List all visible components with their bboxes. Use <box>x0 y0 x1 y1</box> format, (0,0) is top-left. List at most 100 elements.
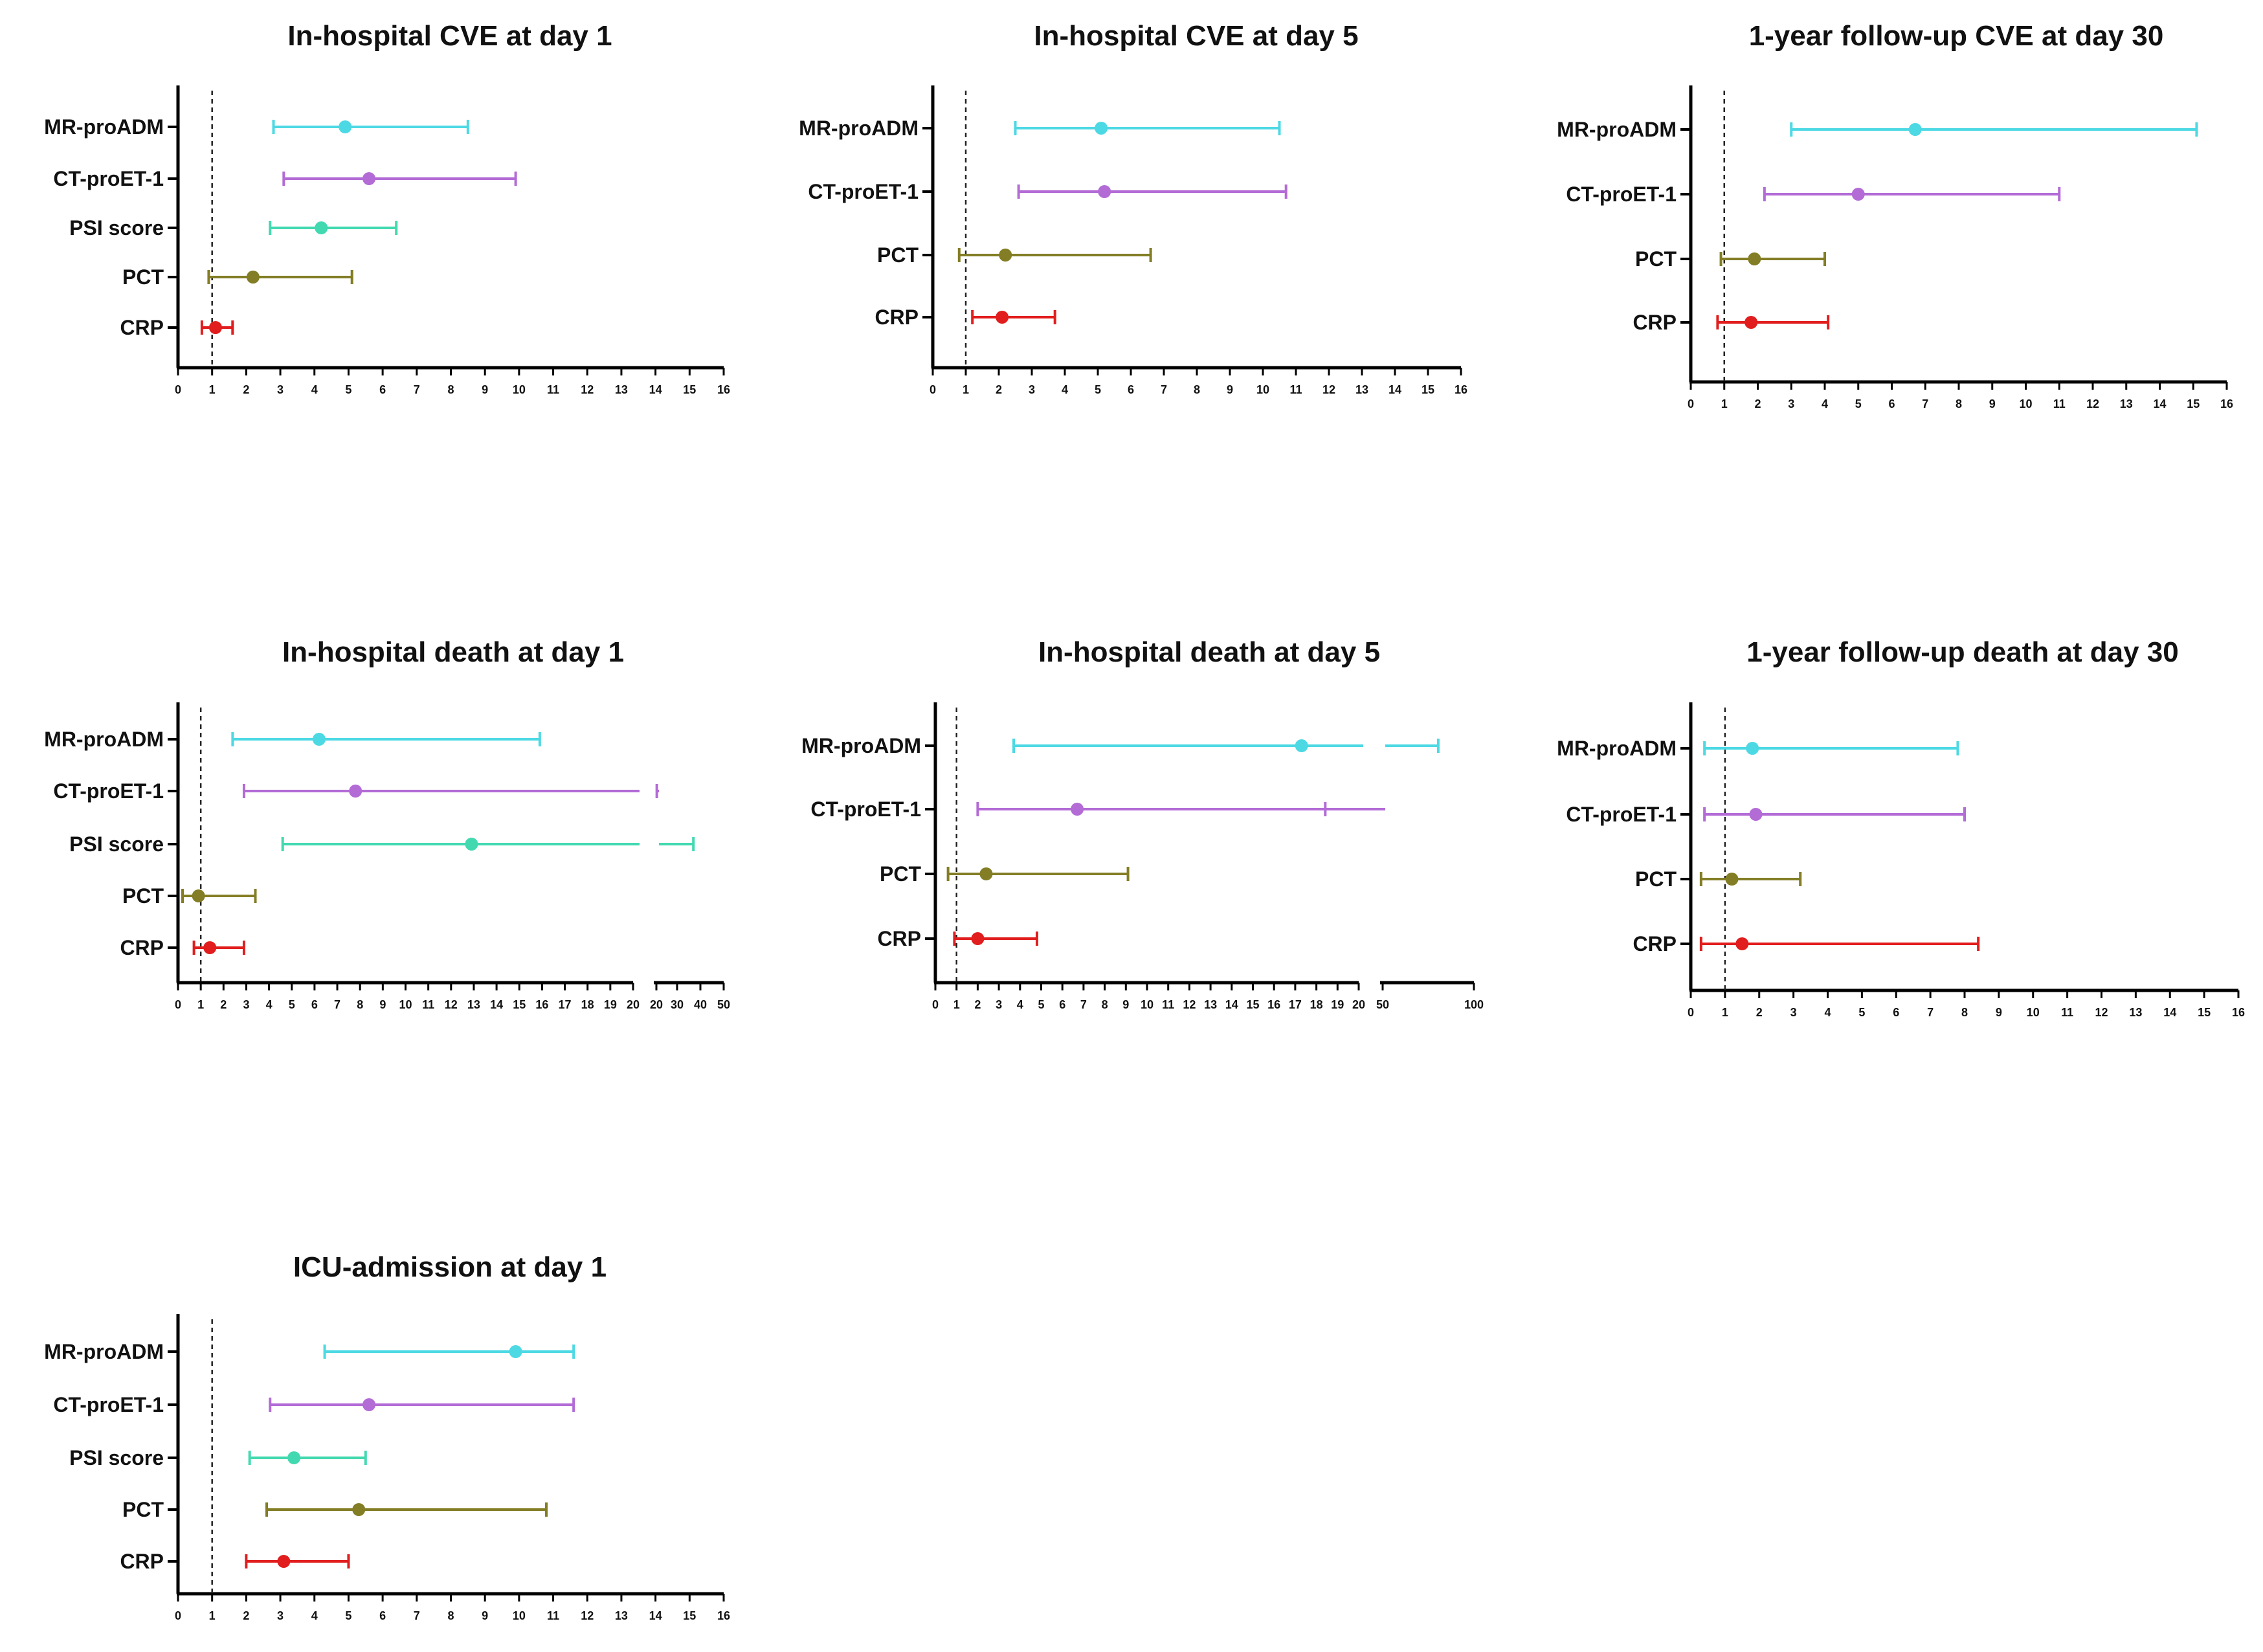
row-pct: PCT <box>877 243 1152 267</box>
x-tick-label: 1 <box>209 1609 216 1622</box>
x-tick-label: 18 <box>1310 998 1323 1011</box>
x-tick-label: 14 <box>2153 397 2166 410</box>
row-crp: CRP <box>1633 932 1980 955</box>
x-tick-label: 11 <box>2053 397 2066 410</box>
point-estimate <box>208 321 222 334</box>
row-pct: PCT <box>1635 247 1826 271</box>
row-ct-proet-1: CT-proET-1 <box>53 167 517 190</box>
x-tick-label: 11 <box>422 998 434 1011</box>
x-tick-label: 7 <box>414 383 420 396</box>
x-tick-label: 2 <box>1754 397 1761 410</box>
x-tick-label: 12 <box>1183 998 1196 1011</box>
row-pct: PCT <box>122 1498 548 1521</box>
x-tick-label: 5 <box>1855 397 1862 410</box>
x-tick-label: 5 <box>1858 1006 1865 1019</box>
point-estimate <box>979 867 993 880</box>
x-tick-label: 8 <box>447 383 454 396</box>
x-tick-label: 2 <box>220 998 227 1011</box>
point-estimate <box>312 733 326 746</box>
row-ct-proet-1: CT-proET-1 <box>808 180 1288 203</box>
x-tick-label: 8 <box>1102 998 1108 1011</box>
x-tick-label: 12 <box>445 998 458 1011</box>
x-tick-label: 16 <box>1267 998 1280 1011</box>
point-estimate <box>1745 316 1758 329</box>
x-tick-label: 16 <box>717 383 730 396</box>
panel-1-year-follow-up-cve-at-day-30: 1-year follow-up CVE at day 300 1 2 3 4 5 6 7 8 9… <box>1557 20 2233 410</box>
y-tick-label: PCT <box>880 862 921 886</box>
row-pct: PCT <box>122 265 353 289</box>
x-tick-label: 17 <box>559 998 572 1011</box>
point-estimate <box>362 1398 376 1411</box>
y-tick-label: CT-proET-1 <box>53 1393 164 1416</box>
y-tick-label: CT-proET-1 <box>53 779 164 803</box>
point-estimate <box>339 120 352 133</box>
x-tick-label: 13 <box>2120 397 2133 410</box>
x-tick-label: 20 <box>650 998 663 1011</box>
x-tick-label: 3 <box>277 383 284 396</box>
x-tick-label: 20 <box>627 998 640 1011</box>
panel-1-year-follow-up-death-at-day-30: 1-year follow-up death at day 300 1 2 3 4 5 6 7… <box>1557 636 2245 1019</box>
row-mr-proadm: MR-proADM <box>801 734 1440 757</box>
y-tick-label: CRP <box>120 316 164 339</box>
row-crp: CRP <box>120 936 245 959</box>
x-tick-label: 9 <box>482 1609 488 1622</box>
point-estimate <box>315 221 328 234</box>
x-tick-label: 9 <box>1227 383 1233 396</box>
x-tick-label: 18 <box>581 998 594 1011</box>
y-tick-label: PCT <box>122 1498 164 1521</box>
x-tick-label: 9 <box>1996 1006 2002 1019</box>
y-tick-label: CT-proET-1 <box>808 180 919 203</box>
row-ct-proet-1: CT-proET-1 <box>1566 183 2061 206</box>
x-tick-label: 20 <box>1352 998 1365 1011</box>
point-estimate <box>999 249 1012 262</box>
x-tick-label: 8 <box>1956 397 1962 410</box>
x-tick-label: 50 <box>1376 998 1389 1011</box>
point-estimate <box>1735 937 1749 950</box>
x-tick-label: 3 <box>996 998 1002 1011</box>
x-tick-label: 1 <box>1721 397 1728 410</box>
panel-icu-admission-at-day-1: ICU-admission at day 10 1 2 3 4 5 6 7 8 9 10 11 12 13… <box>44 1251 730 1622</box>
x-tick-label: 5 <box>289 998 295 1011</box>
point-estimate <box>971 932 985 945</box>
y-tick-label: MR-proADM <box>801 734 921 757</box>
x-tick-label: 7 <box>414 1609 420 1622</box>
x-tick-label: 5 <box>1038 998 1044 1011</box>
x-tick-label: 9 <box>1122 998 1129 1011</box>
x-tick-label: 12 <box>2095 1006 2108 1019</box>
row-ct-proet-1: CT-proET-1 <box>53 779 659 803</box>
y-tick-label: MR-proADM <box>1557 118 1677 141</box>
x-tick-label: 0 <box>175 998 181 1011</box>
panel-in-hospital-cve-at-day-5: In-hospital CVE at day 50 1 2 3 4 5 6 7 8 9 10 11 12… <box>799 20 1467 396</box>
panel-title: In-hospital CVE at day 5 <box>1034 20 1358 52</box>
x-tick-label: 5 <box>345 1609 351 1622</box>
x-tick-label: 1 <box>197 998 204 1011</box>
x-tick-label: 0 <box>175 383 181 396</box>
x-tick-label: 14 <box>649 1609 662 1622</box>
y-tick-label: CRP <box>877 927 921 950</box>
x-tick-label: 11 <box>2061 1006 2073 1019</box>
row-crp: CRP <box>120 1550 350 1573</box>
x-tick-label: 3 <box>1029 383 1035 396</box>
x-tick-label: 7 <box>1080 998 1087 1011</box>
y-tick-label: MR-proADM <box>44 115 164 139</box>
x-tick-label: 10 <box>513 383 526 396</box>
row-crp: CRP <box>875 306 1056 329</box>
x-tick-label: 3 <box>277 1609 284 1622</box>
x-tick-label: 12 <box>2086 397 2099 410</box>
x-tick-label: 4 <box>311 383 318 396</box>
x-tick-label: 8 <box>1194 383 1200 396</box>
row-psi-score: PSI score <box>69 1446 367 1469</box>
point-estimate <box>1095 122 1108 135</box>
x-tick-label: 6 <box>379 383 386 396</box>
panel-in-hospital-death-at-day-1: In-hospital death at day 10 1 2 3 4 5 6 7 8 9 10 11… <box>44 636 730 1011</box>
panel-in-hospital-death-at-day-5: In-hospital death at day 50 1 2 3 4 5 6 7 8 9 10 11… <box>801 636 1484 1011</box>
x-tick-label: 15 <box>683 383 696 396</box>
x-tick-label: 6 <box>311 998 318 1011</box>
y-tick-label: CT-proET-1 <box>53 167 164 190</box>
x-tick-label: 15 <box>2198 1006 2211 1019</box>
point-estimate <box>1749 808 1763 821</box>
x-tick-label: 13 <box>1204 998 1217 1011</box>
point-estimate <box>362 172 376 185</box>
x-tick-label: 10 <box>513 1609 526 1622</box>
